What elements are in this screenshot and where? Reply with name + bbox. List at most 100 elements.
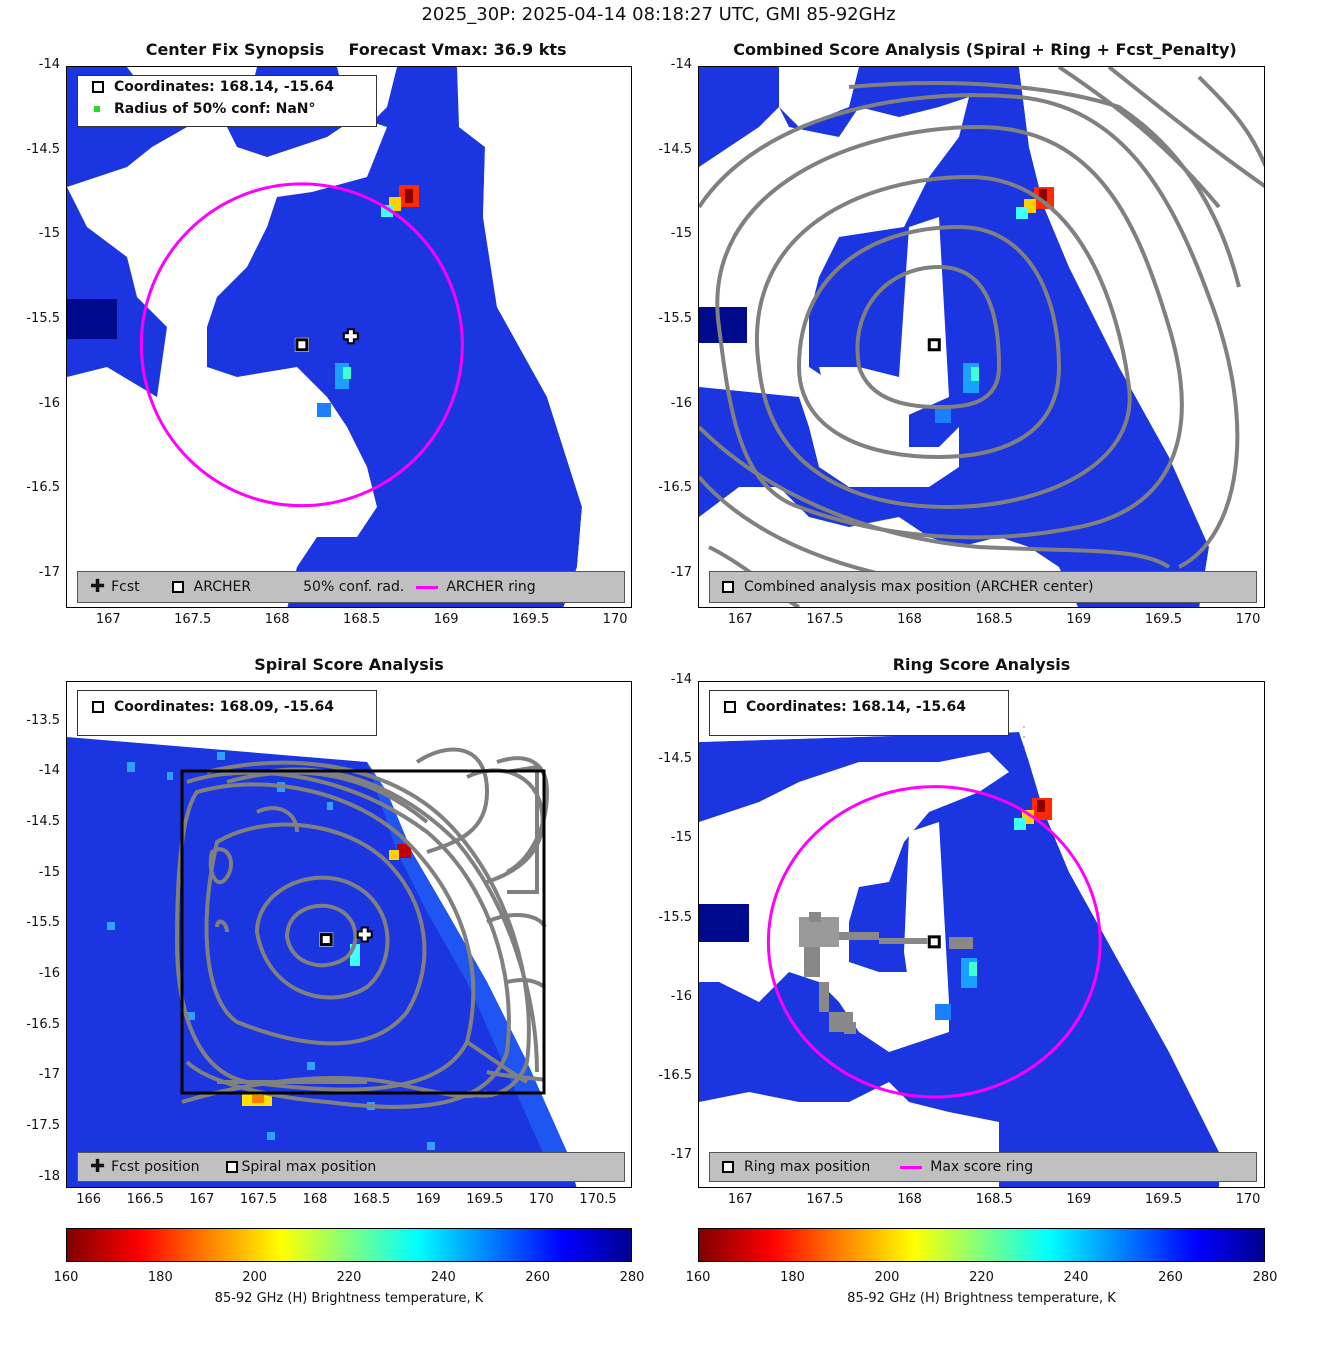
x-tick-label: 167 [189,1192,215,1207]
legend-fcst-position: Fcst position [111,1159,200,1175]
x-tick-label: 170 [1235,1192,1261,1207]
radius-text: Radius of 50% conf: NaN° [114,101,316,117]
y-tick-label: -17 [38,1067,60,1083]
cyan-spot-2 [969,962,977,976]
y-tick-label: -15 [38,864,60,880]
square-marker-icon [171,581,184,593]
hot-spot-core [405,189,413,203]
panel2-axes[interactable]: Combined analysis max position (ARCHER c… [698,66,1265,608]
colorbar-tick-label: 160 [53,1270,79,1285]
y-tick-label: -16 [38,395,60,411]
colorbar-tick-label: 260 [525,1270,551,1285]
x-tick-label: 169.5 [1144,1192,1183,1207]
x-tick-label: 167.5 [174,612,212,627]
combined-max-marker [927,337,942,352]
square-marker-icon [722,581,734,593]
legend-archer-ring: ARCHER ring [446,579,536,595]
forecast-marker [342,328,359,345]
colorbar-left [66,1228,632,1262]
x-tick-label: 168.5 [975,1192,1013,1207]
green-dot-icon [94,106,100,112]
legend-ring-max: Ring max position [744,1159,871,1175]
panel2-legend-bottom: Combined analysis max position (ARCHER c… [709,571,1257,603]
x-tick-label: 169 [433,612,459,627]
light-blue-spot-2 [935,1004,951,1020]
legend-combined-max: Combined analysis max position (ARCHER c… [744,579,1094,595]
dark-patch [699,307,747,343]
y-tick-label: -16 [670,395,692,411]
x-tick-label: 168.5 [975,612,1013,627]
clear-region-center [904,822,949,1022]
legend-max-score-ring: Max score ring [930,1159,1034,1175]
cyan-spot-2 [343,367,351,379]
x-tick-label: 169.5 [512,612,550,627]
legend-archer: ARCHER [193,579,252,595]
plus-marker-icon: ✚ [90,1156,106,1177]
y-tick-label: -16.5 [26,480,60,496]
y-tick-label: -13.5 [26,712,60,728]
y-tick-label: -14 [38,763,60,779]
clear-region [699,752,1009,1052]
figure-suptitle: 2025_30P: 2025-04-14 08:18:27 UTC, GMI 8… [421,4,896,25]
square-marker-icon [225,1161,238,1173]
clear-region-east [1019,682,1264,1187]
panel4-legend-top: Coordinates: 168.14, -15.64 [709,690,1009,736]
panel1-title-right: Forecast Vmax: 36.9 kts [348,40,567,59]
y-tick-label: -14 [38,57,60,72]
x-tick-label: 166 [76,1192,102,1207]
x-tick-label: 169 [1066,1192,1092,1207]
x-tick-label: 169.5 [466,1192,504,1207]
x-tick-label: 170 [602,612,628,627]
ring-score-scatter [799,912,973,1034]
panel4-axes[interactable]: Coordinates: 168.14, -15.64 Ring max pos… [698,681,1265,1188]
y-tick-label: -16.5 [26,1016,60,1032]
x-tick-label: 168.5 [343,612,381,627]
panel3-axes[interactable]: Coordinates: 168.09, -15.64 ✚ Fcst positi… [66,681,632,1188]
y-tick-label: -15 [670,830,692,846]
panel3-plot [67,682,631,1187]
colorbar-tick-label: 280 [619,1270,645,1285]
panel1-axes[interactable]: Coordinates: 168.14, -15.64 Radius of 50… [66,66,632,608]
y-tick-label: -14 [670,672,692,687]
archer-ring [139,182,464,508]
square-marker-icon [724,701,736,713]
colorbar-right [698,1228,1265,1262]
x-tick-label: 167.5 [806,612,844,627]
y-tick-label: -14.5 [26,813,60,829]
panel3-title: Spiral Score Analysis [254,655,444,674]
y-tick-label: -15 [38,226,60,242]
plus-marker-icon: ✚ [90,576,106,597]
colorbar-tick-label: 180 [780,1270,805,1285]
x-tick-label: 170.5 [579,1192,617,1207]
x-tick-label: 168 [264,612,290,627]
cyan-spot [350,944,360,966]
swath-edge-light [367,762,567,1162]
panel4-title: Ring Score Analysis [892,655,1071,674]
y-tick-label: -16.5 [658,1068,692,1084]
clear-region-nw [779,67,859,127]
dark-patch [67,299,117,339]
magenta-line-icon [416,585,439,589]
x-tick-label: 167 [727,612,753,627]
coordinates-text: Coordinates: 168.09, -15.64 [114,699,334,715]
colorbar-tick-label: 220 [969,1270,994,1285]
y-tick-label: -17 [670,1147,692,1163]
swath-region [67,737,577,1187]
x-tick-label: 169 [415,1192,441,1207]
colorbar-tick-label: 160 [685,1270,711,1285]
hot-spot-core [1037,800,1045,812]
ring-max-marker [927,934,942,949]
y-tick-label: -15.5 [658,311,692,327]
cyan-spot [1014,818,1026,830]
light-blue-spot-2 [935,407,951,423]
colorbar-tick-label: 180 [147,1270,173,1285]
x-tick-label: 168 [897,1192,922,1207]
y-tick-label: -17 [670,565,692,581]
panel1-plot [67,67,631,607]
clear-region-lower [699,217,1079,607]
panel3-legend-bottom: ✚ Fcst position Spiral max position [77,1152,625,1182]
coordinates-text: Coordinates: 168.14, -15.64 [746,699,966,715]
warm-spot-core [252,1095,264,1103]
spiral-max-marker [319,932,334,947]
x-tick-label: 167 [95,612,121,627]
